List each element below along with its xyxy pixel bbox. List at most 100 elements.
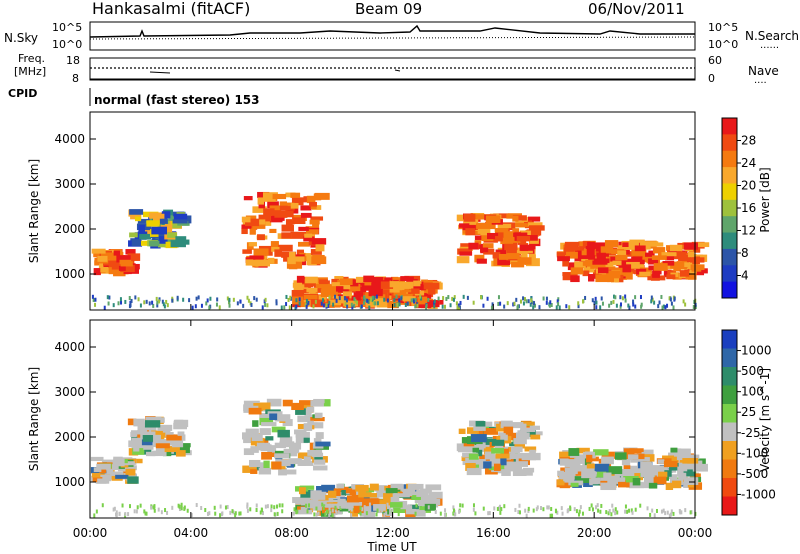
- velocity-ground-cell: [365, 511, 368, 516]
- power-cell: [687, 251, 695, 258]
- velocity-cell: [97, 478, 107, 484]
- power-ground-cell: [353, 297, 356, 302]
- power-cell: [131, 239, 141, 247]
- velocity-ground-cell: [139, 503, 142, 508]
- velocity-cell: [608, 466, 623, 475]
- power-cell: [690, 257, 705, 263]
- power-cell: [245, 218, 260, 227]
- velocity-cell: [124, 465, 137, 471]
- velocity-cell: [632, 453, 645, 460]
- colorbar-tick-label: -100: [741, 446, 768, 460]
- power-ground-cell: [661, 305, 664, 310]
- power-cell: [631, 249, 647, 256]
- velocity-ground-cell: [406, 506, 409, 511]
- velocity-cell: [177, 446, 190, 454]
- velocity-ground-cell: [498, 506, 501, 511]
- power-ground-cell: [162, 302, 165, 307]
- power-cell: [376, 301, 389, 308]
- power-cell: [311, 256, 327, 265]
- velocity-cell: [687, 482, 694, 488]
- power-ground-cell: [555, 305, 558, 310]
- power-ground-cell: [119, 297, 122, 302]
- velocity-ground-cell: [246, 504, 249, 509]
- power-cell: [651, 255, 667, 260]
- power-ground-cell: [513, 301, 516, 306]
- velocity-ground-cell: [527, 506, 530, 511]
- date-title: 06/Nov/2011: [588, 0, 685, 18]
- velocity-cell: [371, 498, 380, 505]
- power-cell: [167, 232, 178, 238]
- power-cell: [629, 239, 645, 247]
- velocity-cell: [663, 460, 678, 468]
- power-ground-cell: [437, 296, 440, 301]
- power-cell: [252, 206, 267, 213]
- power-ground-cell: [455, 301, 458, 306]
- power-ground-cell: [288, 305, 291, 310]
- velocity-ground-cell: [496, 506, 499, 511]
- power-ground-cell: [346, 304, 349, 309]
- power-cell: [159, 218, 168, 224]
- colorbar-swatch: [722, 248, 737, 266]
- velocity-cell: [621, 459, 631, 466]
- velocity-cell: [500, 458, 507, 466]
- velocity-cell: [471, 434, 487, 443]
- power-cell: [673, 266, 681, 272]
- power-cell: [492, 252, 501, 259]
- velocity-cell: [682, 463, 695, 470]
- velocity-cell: [392, 506, 406, 513]
- power-ground-cell: [232, 297, 235, 302]
- velocity-ground-cell: [549, 513, 552, 518]
- power-cell: [685, 274, 694, 280]
- power-ground-cell: [137, 297, 140, 302]
- velocity-ground-cell: [556, 510, 559, 515]
- velocity-cell: [484, 451, 495, 460]
- power-cell: [139, 233, 152, 240]
- velocity-ground-cell: [567, 508, 570, 513]
- velocity-ground-cell: [452, 505, 455, 510]
- velocity-ground-cell: [171, 505, 174, 510]
- velocity-cell: [517, 461, 528, 467]
- velocity-cell: [390, 496, 400, 504]
- velocity-cell: [353, 505, 364, 514]
- power-cell: [423, 282, 440, 290]
- power-cell: [689, 262, 699, 267]
- velocity-ground-cell: [93, 513, 96, 518]
- velocity-cell: [589, 478, 599, 485]
- velocity-cell: [90, 456, 104, 462]
- velocity-ground-cell: [328, 503, 331, 508]
- velocity-ground-cell: [136, 505, 139, 510]
- velocity-cell: [306, 406, 315, 413]
- power-ground-cell: [165, 299, 168, 304]
- power-ground-cell: [557, 297, 560, 302]
- power-cell: [292, 302, 302, 308]
- velocity-cell: [141, 439, 153, 446]
- power-cell: [387, 300, 399, 309]
- power-ground-cell: [228, 297, 231, 302]
- velocity-cell: [259, 428, 271, 436]
- power-ground-cell: [355, 300, 358, 305]
- velocity-ground-cell: [560, 506, 563, 511]
- velocity-cell: [500, 448, 509, 457]
- velocity-ground-cell: [578, 512, 581, 517]
- power-ground-cell: [480, 295, 483, 300]
- power-cell: [417, 296, 428, 305]
- velocity-cell: [521, 453, 537, 461]
- colorbar-swatch: [722, 385, 737, 405]
- power-ground-cell: [197, 295, 200, 300]
- power-cell: [423, 293, 432, 300]
- velocity-ground-cell: [153, 505, 156, 510]
- velocity-ground-cell: [614, 507, 617, 512]
- power-ground-cell: [482, 303, 485, 308]
- power-cell: [263, 208, 275, 216]
- power-ground-cell: [672, 305, 675, 310]
- power-ground-cell: [449, 303, 452, 308]
- y-tick-label: 2000: [54, 222, 85, 236]
- velocity-cell: [476, 430, 483, 438]
- velocity-cell: [468, 453, 479, 460]
- velocity-cell: [144, 420, 161, 428]
- power-ground-cell: [682, 299, 685, 304]
- velocity-cell: [601, 456, 614, 465]
- velocity-ground-cell: [579, 505, 582, 510]
- power-ground-cell: [306, 301, 309, 306]
- velocity-cell: [104, 467, 114, 475]
